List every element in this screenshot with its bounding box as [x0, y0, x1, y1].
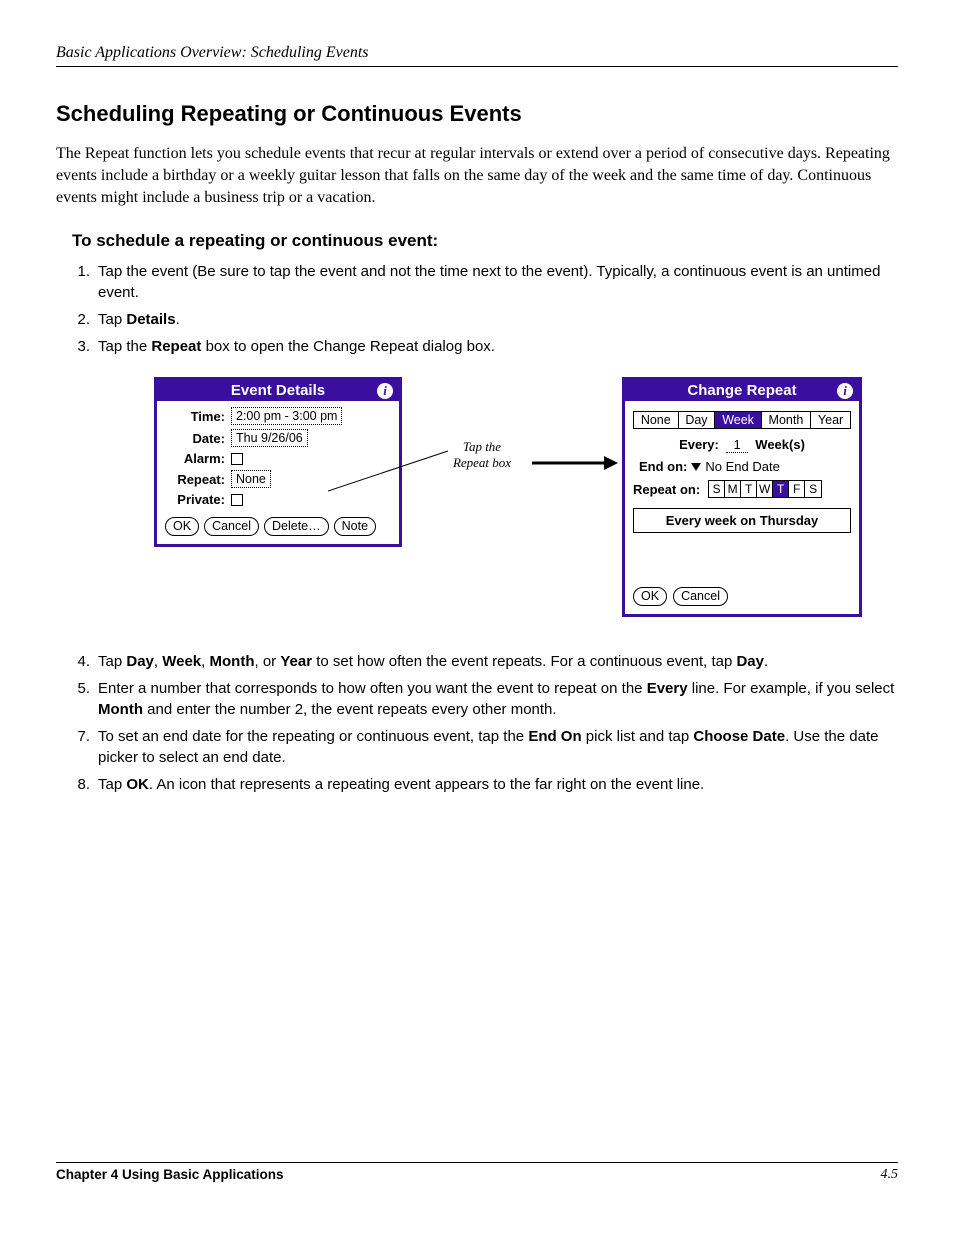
step-number: 3. — [72, 336, 98, 357]
chevron-down-icon[interactable] — [691, 463, 701, 471]
alarm-label: Alarm: — [165, 451, 225, 466]
day-s[interactable]: S — [709, 481, 725, 497]
day-s2[interactable]: S — [805, 481, 821, 497]
step-text: Tap the event (Be sure to tap the event … — [98, 261, 898, 303]
dialog-title: Change Repeat — [687, 382, 796, 399]
note-button[interactable]: Note — [334, 517, 376, 536]
every-label: Every: — [679, 437, 719, 452]
steps-list-bottom: 4.Tap Day, Week, Month, or Year to set h… — [72, 651, 898, 795]
step-text: Tap Day, Week, Month, or Year to set how… — [98, 651, 898, 672]
endon-row: End on: No End Date — [633, 459, 851, 474]
howto-heading: To schedule a repeating or continuous ev… — [56, 231, 898, 251]
ok-button[interactable]: OK — [165, 517, 199, 536]
step-text: Tap OK. An icon that represents a repeat… — [98, 774, 898, 795]
step: 7.To set an end date for the repeating o… — [72, 726, 898, 768]
cancel-button[interactable]: Cancel — [673, 587, 728, 606]
step-number: 5. — [72, 678, 98, 720]
day-w[interactable]: W — [757, 481, 773, 497]
dialog-titlebar: Event Details i — [157, 380, 399, 401]
footer-chapter: Chapter 4 Using Basic Applications — [56, 1167, 284, 1183]
step-number: 2. — [72, 309, 98, 330]
day-selector: S M T W T F S — [708, 480, 822, 498]
step: 5.Enter a number that corresponds to how… — [72, 678, 898, 720]
date-row: Date: Thu 9/26/06 — [165, 429, 391, 447]
step: 8.Tap OK. An icon that represents a repe… — [72, 774, 898, 795]
step-text: To set an end date for the repeating or … — [98, 726, 898, 768]
page-footer: Chapter 4 Using Basic Applications 4.5 — [56, 1162, 898, 1183]
private-checkbox[interactable] — [231, 494, 243, 506]
day-t[interactable]: T — [741, 481, 757, 497]
time-value[interactable]: 2:00 pm - 3:00 pm — [231, 407, 342, 425]
steps-list-top: 1. Tap the event (Be sure to tap the eve… — [72, 261, 898, 357]
step-text: Tap the Repeat box to open the Change Re… — [98, 336, 898, 357]
repeaton-row: Repeat on: S M T W T F S — [633, 480, 851, 498]
date-label: Date: — [165, 431, 225, 446]
step-text: Tap Details. — [98, 309, 898, 330]
step-number: 1. — [72, 261, 98, 303]
cancel-button[interactable]: Cancel — [204, 517, 259, 536]
repeat-summary: Every week on Thursday — [633, 508, 851, 533]
step-3: 3. Tap the Repeat box to open the Change… — [72, 336, 898, 357]
step-number: 8. — [72, 774, 98, 795]
callout-text: Tap the Repeat box — [442, 439, 522, 470]
repeat-tabbar: None Day Week Month Year — [633, 411, 851, 429]
time-label: Time: — [165, 409, 225, 424]
section-title: Scheduling Repeating or Continuous Event… — [56, 101, 898, 127]
change-repeat-dialog: Change Repeat i None Day Week Month Year… — [622, 377, 862, 617]
day-th[interactable]: T — [773, 481, 789, 497]
step-number: 4. — [72, 651, 98, 672]
ok-button[interactable]: OK — [633, 587, 667, 606]
day-f[interactable]: F — [789, 481, 805, 497]
step-1: 1. Tap the event (Be sure to tap the eve… — [72, 261, 898, 303]
every-value[interactable]: 1 — [726, 437, 748, 453]
alarm-row: Alarm: — [165, 451, 391, 466]
step: 4.Tap Day, Week, Month, or Year to set h… — [72, 651, 898, 672]
step-text: Enter a number that corresponds to how o… — [98, 678, 898, 720]
repeat-value[interactable]: None — [231, 470, 271, 488]
every-unit: Week(s) — [755, 437, 805, 452]
arrow-right-icon — [532, 453, 618, 473]
tab-day[interactable]: Day — [679, 412, 716, 428]
dialog-titlebar: Change Repeat i — [625, 380, 859, 401]
tab-week[interactable]: Week — [715, 412, 761, 428]
day-m[interactable]: M — [725, 481, 741, 497]
repeaton-label: Repeat on: — [633, 482, 700, 497]
alarm-checkbox[interactable] — [231, 453, 243, 465]
intro-paragraph: The Repeat function lets you schedule ev… — [56, 143, 898, 209]
every-row: Every: 1 Week(s) — [633, 437, 851, 453]
private-label: Private: — [165, 492, 225, 507]
date-value[interactable]: Thu 9/26/06 — [231, 429, 308, 447]
private-row: Private: — [165, 492, 391, 507]
endon-label: End on: — [639, 459, 687, 474]
endon-value[interactable]: No End Date — [705, 459, 779, 474]
event-details-dialog: Event Details i Time: 2:00 pm - 3:00 pm … — [154, 377, 402, 547]
figure: Event Details i Time: 2:00 pm - 3:00 pm … — [154, 377, 898, 637]
repeat-row: Repeat: None — [165, 470, 391, 488]
tab-month[interactable]: Month — [762, 412, 811, 428]
step-2: 2. Tap Details. — [72, 309, 898, 330]
tab-none[interactable]: None — [634, 412, 679, 428]
info-icon[interactable]: i — [377, 383, 393, 399]
dialog-title: Event Details — [231, 382, 325, 399]
footer-page-number: 4.5 — [881, 1167, 899, 1183]
running-header: Basic Applications Overview: Scheduling … — [56, 44, 898, 67]
delete-button[interactable]: Delete… — [264, 517, 329, 536]
info-icon[interactable]: i — [837, 383, 853, 399]
time-row: Time: 2:00 pm - 3:00 pm — [165, 407, 391, 425]
repeat-label: Repeat: — [165, 472, 225, 487]
step-number: 7. — [72, 726, 98, 768]
tab-year[interactable]: Year — [811, 412, 850, 428]
